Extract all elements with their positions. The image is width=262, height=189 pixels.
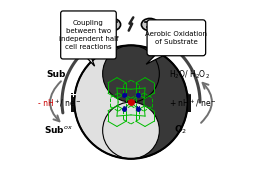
Ellipse shape xyxy=(141,18,159,31)
Text: Aerobic Oxidation
of Substrate: Aerobic Oxidation of Substrate xyxy=(145,31,207,45)
Bar xyxy=(188,93,192,112)
Bar xyxy=(70,93,74,112)
Polygon shape xyxy=(146,53,169,64)
Text: - nH: - nH xyxy=(39,98,54,108)
Text: +: + xyxy=(69,90,76,99)
Text: N: N xyxy=(122,106,127,111)
Text: O$_2$: O$_2$ xyxy=(174,123,188,136)
Text: Sub: Sub xyxy=(46,70,65,79)
FancyBboxPatch shape xyxy=(61,11,116,59)
Text: N: N xyxy=(135,93,140,98)
Text: N: N xyxy=(135,106,140,111)
Text: M: M xyxy=(128,100,134,105)
Wedge shape xyxy=(74,45,131,159)
Wedge shape xyxy=(131,45,188,159)
Text: Sub$^{ox}$: Sub$^{ox}$ xyxy=(44,124,73,135)
Text: Coupling
between two
independent half
cell reactions: Coupling between two independent half ce… xyxy=(59,20,118,50)
Text: $^+$/ ne$^-$: $^+$/ ne$^-$ xyxy=(53,97,82,109)
Text: –: – xyxy=(188,90,192,99)
Text: H$_2$O/ H$_2$O$_2$: H$_2$O/ H$_2$O$_2$ xyxy=(169,68,210,81)
Circle shape xyxy=(103,102,159,159)
Polygon shape xyxy=(86,57,95,66)
Ellipse shape xyxy=(103,18,121,31)
Circle shape xyxy=(103,45,159,102)
Text: N: N xyxy=(122,93,127,98)
FancyBboxPatch shape xyxy=(147,20,206,56)
Text: + nH$^+$/ ne$^-$: + nH$^+$/ ne$^-$ xyxy=(169,97,217,109)
